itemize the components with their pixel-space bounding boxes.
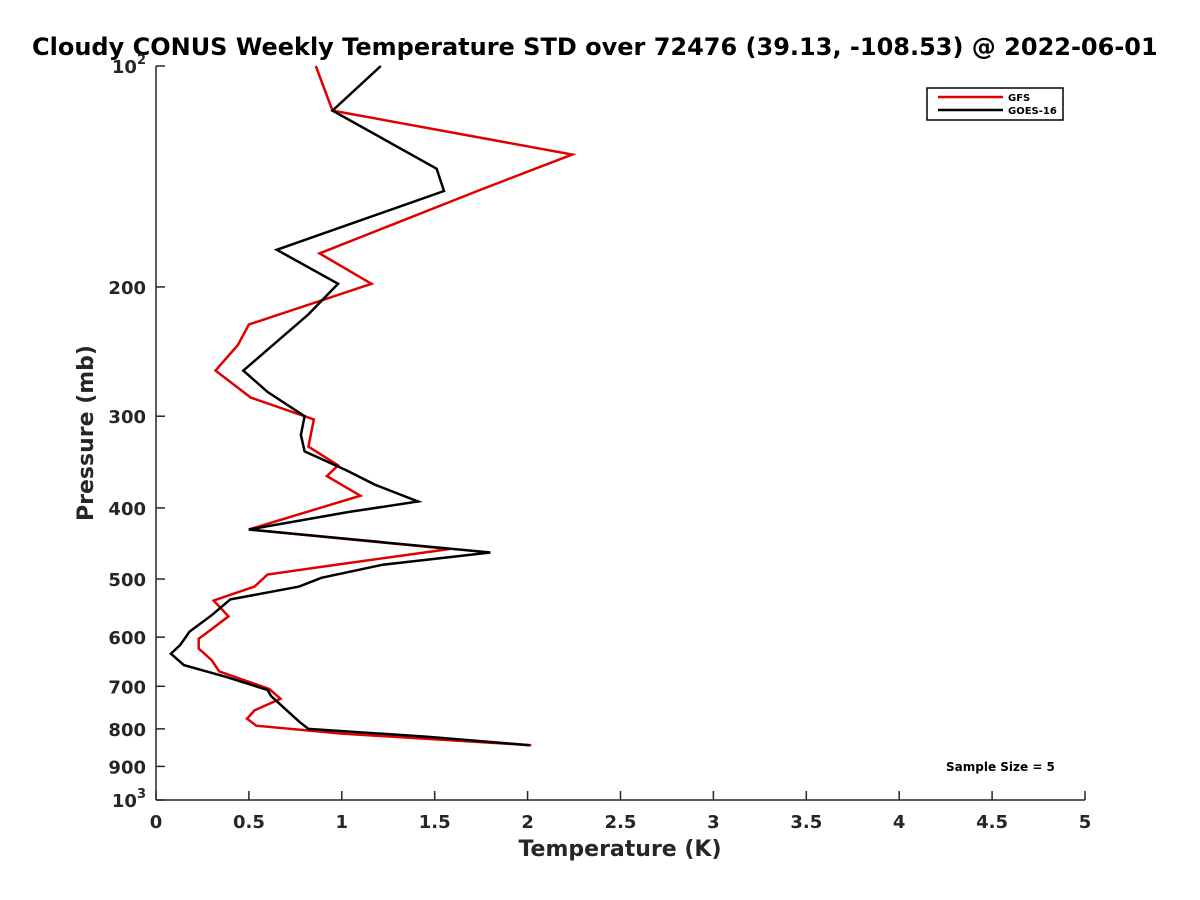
x-tick-label: 1 [336,812,349,833]
y-tick-label: 900 [108,757,146,778]
x-tick-label: 4 [893,812,906,833]
x-tick-label: 5 [1079,812,1092,833]
x-tick-label: 2 [521,812,534,833]
x-tick-label: 0 [150,812,163,833]
legend: GFS GOES-16 [926,87,1064,121]
y-tick-label: 800 [108,720,146,741]
y-tick-label: 102 [112,53,146,78]
x-tick-label: 3.5 [790,812,822,833]
y-tick-exponent: 2 [137,53,146,68]
x-tick-label: 4.5 [976,812,1008,833]
y-tick-label: 200 [108,278,146,299]
y-tick-label: 400 [108,499,146,520]
y-tick-label: 500 [108,570,146,591]
series-line-gfs [197,65,577,747]
legend-box [926,87,1064,121]
x-axis-label: Temperature (K) [518,837,721,862]
y-axis-label: Pressure (mb) [74,345,99,521]
y-tick-label: 300 [108,407,146,428]
x-tick-label: 0.5 [233,812,265,833]
legend-label-gfs: GFS [1008,93,1030,104]
plot-series [169,65,577,747]
x-tick-label: 1.5 [419,812,451,833]
y-tick-exponent: 3 [137,787,146,802]
y-tick-label: 600 [108,628,146,649]
y-tick-label: 700 [108,677,146,698]
x-tick-label: 3 [707,812,720,833]
y-tick-label: 103 [112,787,146,812]
y-tick-base: 10 [112,57,137,78]
axes: 0 0.5 1 1.5 2 2.5 3 3.5 4 4.5 51022003004005006007… [108,53,1091,833]
chart-title: Cloudy CONUS Weekly Temperature STD over… [32,33,1158,61]
sample-size-annotation: Sample Size = 5 [946,760,1055,774]
legend-label-goes16: GOES-16 [1008,106,1057,117]
x-tick-label: 2.5 [605,812,637,833]
series-line-goes16 [169,65,530,747]
y-tick-base: 10 [112,791,137,812]
